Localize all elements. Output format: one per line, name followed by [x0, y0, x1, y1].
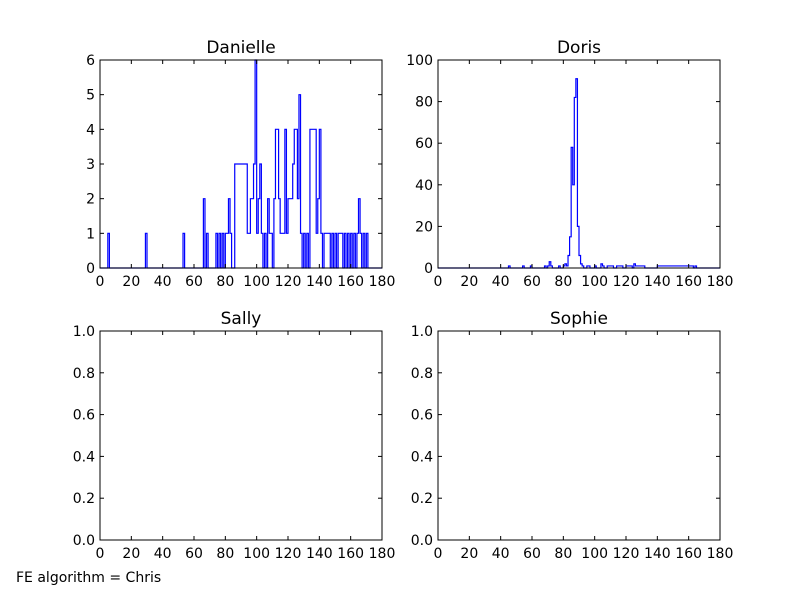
x-tick-label: 60: [523, 274, 541, 290]
x-tick-label: 20: [122, 546, 140, 562]
y-tick-label: 0.8: [73, 366, 95, 382]
chart-title: Danielle: [206, 38, 275, 58]
x-tick-label: 40: [154, 274, 172, 290]
series-line: [438, 78, 720, 269]
y-tick-label: 0: [424, 261, 433, 277]
y-tick-label: 40: [415, 178, 433, 194]
figure-footnote: FE algorithm = Chris: [16, 570, 162, 586]
y-tick-label: 0.4: [73, 449, 95, 465]
x-tick-label: 0: [96, 274, 105, 290]
x-tick-label: 100: [581, 274, 608, 290]
x-tick-label: 60: [185, 546, 203, 562]
x-tick-label: 140: [306, 274, 333, 290]
x-tick-label: 80: [554, 546, 572, 562]
x-tick-label: 60: [523, 546, 541, 562]
x-tick-label: 100: [581, 546, 608, 562]
x-tick-label: 180: [369, 274, 396, 290]
x-tick-label: 40: [154, 546, 172, 562]
x-tick-label: 140: [644, 546, 671, 562]
x-tick-label: 120: [613, 274, 640, 290]
x-tick-label: 180: [707, 546, 734, 562]
axes-frame: [437, 59, 721, 269]
x-tick-label: 100: [243, 274, 270, 290]
x-tick-label: 140: [306, 546, 333, 562]
x-tick-label: 20: [122, 274, 140, 290]
y-tick-label: 80: [415, 95, 433, 111]
y-tick-label: 60: [415, 136, 433, 152]
y-tick-label: 4: [86, 122, 95, 138]
x-tick-label: 100: [243, 546, 270, 562]
chart-title: Doris: [557, 38, 601, 58]
x-tick-label: 180: [369, 546, 396, 562]
chart-panel: 0 20 40 60 80 100 120 140 160 180 0 1 2 3 4 5 6 Danielle: [86, 38, 395, 290]
y-tick-label: 0.2: [73, 491, 95, 507]
x-tick-label: 80: [216, 546, 234, 562]
y-tick-label: 2: [86, 192, 95, 208]
x-tick-label: 20: [460, 546, 478, 562]
x-tick-label: 120: [275, 546, 302, 562]
series-line: [100, 59, 382, 269]
y-tick-label: 3: [86, 157, 95, 173]
x-tick-label: 80: [554, 274, 572, 290]
y-tick-label: 0.0: [411, 533, 433, 549]
y-tick-label: 20: [415, 219, 433, 235]
x-tick-label: 40: [492, 546, 510, 562]
x-tick-label: 0: [434, 546, 443, 562]
chart-panel: 0 20 40 60 80 100 120 140 160 180 0 20 40 60 80 100 Dori…: [406, 38, 733, 290]
x-tick-label: 40: [492, 274, 510, 290]
y-tick-label: 6: [86, 53, 95, 69]
y-tick-label: 0: [86, 261, 95, 277]
chart-panel: 0 20 40 60 80 100 120 140 160 180 0.0 0.2 0.4 0.6 0.8 1…: [411, 309, 734, 562]
y-tick-label: 1.0: [411, 324, 433, 340]
x-tick-label: 20: [460, 274, 478, 290]
y-tick-label: 1.0: [73, 324, 95, 340]
axes-frame: [99, 330, 383, 541]
chart-title: Sally: [221, 309, 262, 329]
x-tick-label: 0: [434, 274, 443, 290]
chart-title: Sophie: [550, 309, 608, 329]
x-tick-label: 160: [675, 546, 702, 562]
x-tick-label: 160: [337, 546, 364, 562]
x-tick-label: 160: [337, 274, 364, 290]
x-tick-label: 160: [675, 274, 702, 290]
y-tick-label: 0.6: [411, 408, 433, 424]
y-tick-label: 0.8: [411, 366, 433, 382]
y-tick-label: 0.6: [73, 408, 95, 424]
x-tick-label: 80: [216, 274, 234, 290]
x-tick-label: 120: [613, 546, 640, 562]
y-tick-label: 0.4: [411, 449, 433, 465]
y-tick-label: 0.2: [411, 491, 433, 507]
chart-panel: 0 20 40 60 80 100 120 140 160 180 0.0 0.2 0.4 0.6 0.8 1…: [73, 309, 396, 562]
y-tick-label: 100: [406, 53, 433, 69]
x-tick-label: 180: [707, 274, 734, 290]
y-tick-label: 5: [86, 88, 95, 104]
x-tick-label: 120: [275, 274, 302, 290]
x-tick-label: 140: [644, 274, 671, 290]
x-tick-label: 60: [185, 274, 203, 290]
axes-frame: [437, 330, 721, 541]
y-tick-label: 0.0: [73, 533, 95, 549]
x-tick-label: 0: [96, 546, 105, 562]
y-tick-label: 1: [86, 226, 95, 242]
